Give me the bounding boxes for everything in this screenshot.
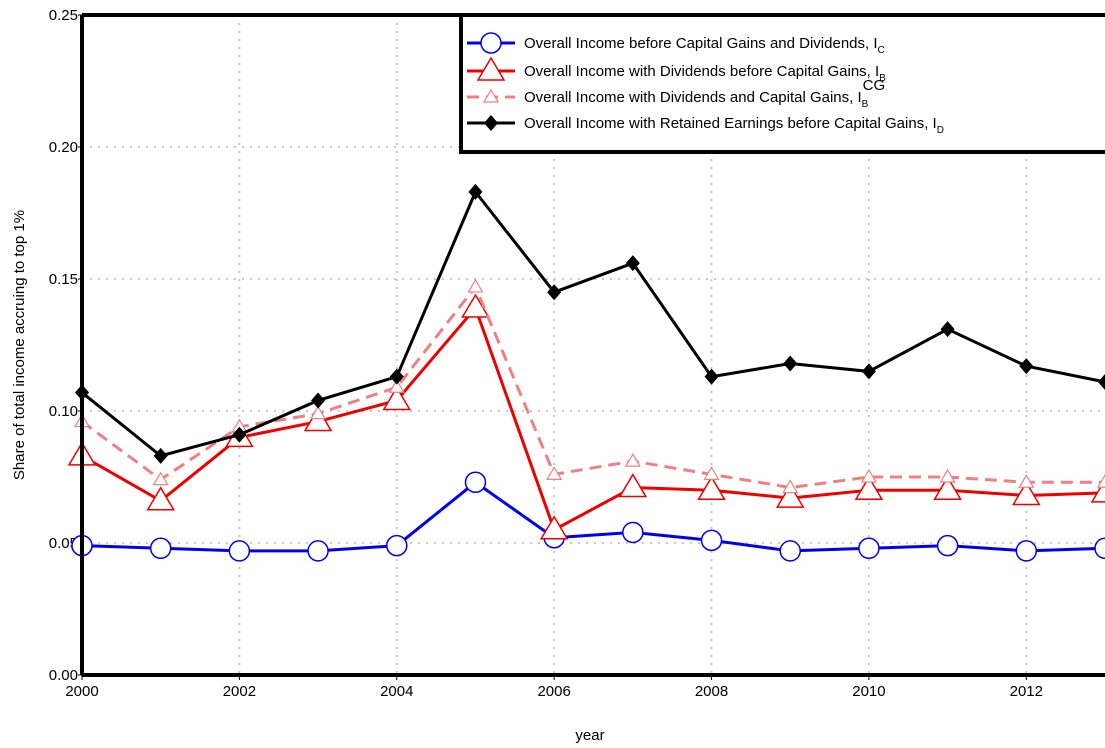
legend-subscript: D	[937, 125, 944, 136]
series-line	[81, 480, 1105, 553]
marker	[546, 466, 563, 480]
marker	[854, 475, 884, 500]
legend-label: Overall Income with Dividends and Capita…	[524, 89, 869, 110]
legend-text: Overall Income before Capital Gains and …	[524, 35, 878, 52]
x-tick-label: 2010	[852, 683, 885, 700]
x-tick-label: 2006	[537, 683, 570, 700]
legend-superscript: CG	[863, 77, 886, 94]
marker	[386, 534, 408, 557]
x-axis-label: year	[575, 727, 604, 744]
marker	[1094, 537, 1105, 560]
x-tick-label: 2002	[223, 683, 256, 700]
legend-text: Overall Income with Dividends before Cap…	[524, 63, 879, 80]
marker	[1015, 540, 1038, 562]
legend-label: Overall Income with Dividends before Cap…	[524, 63, 886, 84]
series-line	[81, 283, 1105, 490]
legend-subscript: C	[878, 45, 885, 56]
legend-box	[459, 13, 1105, 154]
marker	[303, 407, 333, 432]
marker	[388, 379, 405, 393]
legend-subscript: B	[879, 73, 886, 84]
marker	[940, 321, 955, 338]
legend-subscript: B	[862, 99, 869, 110]
y-tick-label: 0.15	[49, 271, 78, 288]
marker	[1096, 474, 1105, 488]
marker	[152, 471, 169, 486]
marker	[539, 515, 569, 540]
marker	[307, 540, 329, 562]
legend-text: Overall Income with Dividends and Capita…	[524, 89, 862, 106]
legend-text: Overall Income with Retained Earnings be…	[524, 115, 937, 132]
marker	[1011, 481, 1041, 506]
marker	[228, 540, 251, 562]
marker	[547, 284, 562, 301]
marker	[697, 475, 726, 500]
marker	[464, 471, 487, 494]
marker	[468, 183, 483, 200]
legend-label: Overall Income before Capital Gains and …	[524, 35, 885, 56]
legend-marker	[482, 88, 500, 103]
legend-marker	[484, 115, 498, 131]
marker	[382, 385, 412, 411]
marker	[622, 521, 644, 544]
marker	[783, 355, 798, 372]
series-line	[81, 188, 1105, 458]
marker	[1018, 474, 1035, 488]
marker	[704, 368, 719, 385]
marker	[861, 363, 876, 380]
marker	[858, 537, 880, 560]
series-line	[81, 305, 1105, 532]
marker	[860, 468, 877, 483]
x-tick-label: 2012	[1010, 683, 1043, 700]
marker	[1019, 358, 1034, 375]
marker	[703, 466, 720, 480]
marker	[618, 473, 648, 498]
marker	[625, 255, 640, 272]
legend-marker	[476, 56, 506, 81]
marker	[467, 278, 484, 293]
marker	[232, 426, 247, 443]
marker	[782, 479, 799, 494]
y-tick-label: 0.05	[49, 535, 78, 552]
marker	[933, 475, 962, 500]
marker	[939, 468, 956, 483]
y-tick-label: 0.00	[49, 667, 78, 684]
y-axis-label: Share of total income accruing to top 1%	[11, 210, 28, 480]
y-tick-label: 0.25	[49, 7, 78, 24]
x-tick-label: 2004	[380, 683, 413, 700]
y-tick-label: 0.20	[49, 139, 78, 156]
marker	[389, 368, 404, 385]
y-tick-label: 0.10	[49, 403, 78, 420]
marker	[775, 483, 805, 508]
legend-marker	[480, 32, 502, 54]
marker	[1098, 373, 1105, 390]
marker	[936, 534, 959, 557]
marker	[624, 452, 641, 467]
legend-label: Overall Income with Retained Earnings be…	[524, 115, 944, 136]
marker	[149, 537, 172, 560]
marker	[779, 540, 801, 562]
marker	[310, 405, 327, 420]
marker	[700, 529, 723, 552]
marker	[311, 392, 326, 409]
marker	[153, 447, 168, 464]
x-tick-label: 2000	[65, 683, 98, 700]
marker	[146, 486, 176, 511]
x-tick-label: 2008	[695, 683, 728, 700]
